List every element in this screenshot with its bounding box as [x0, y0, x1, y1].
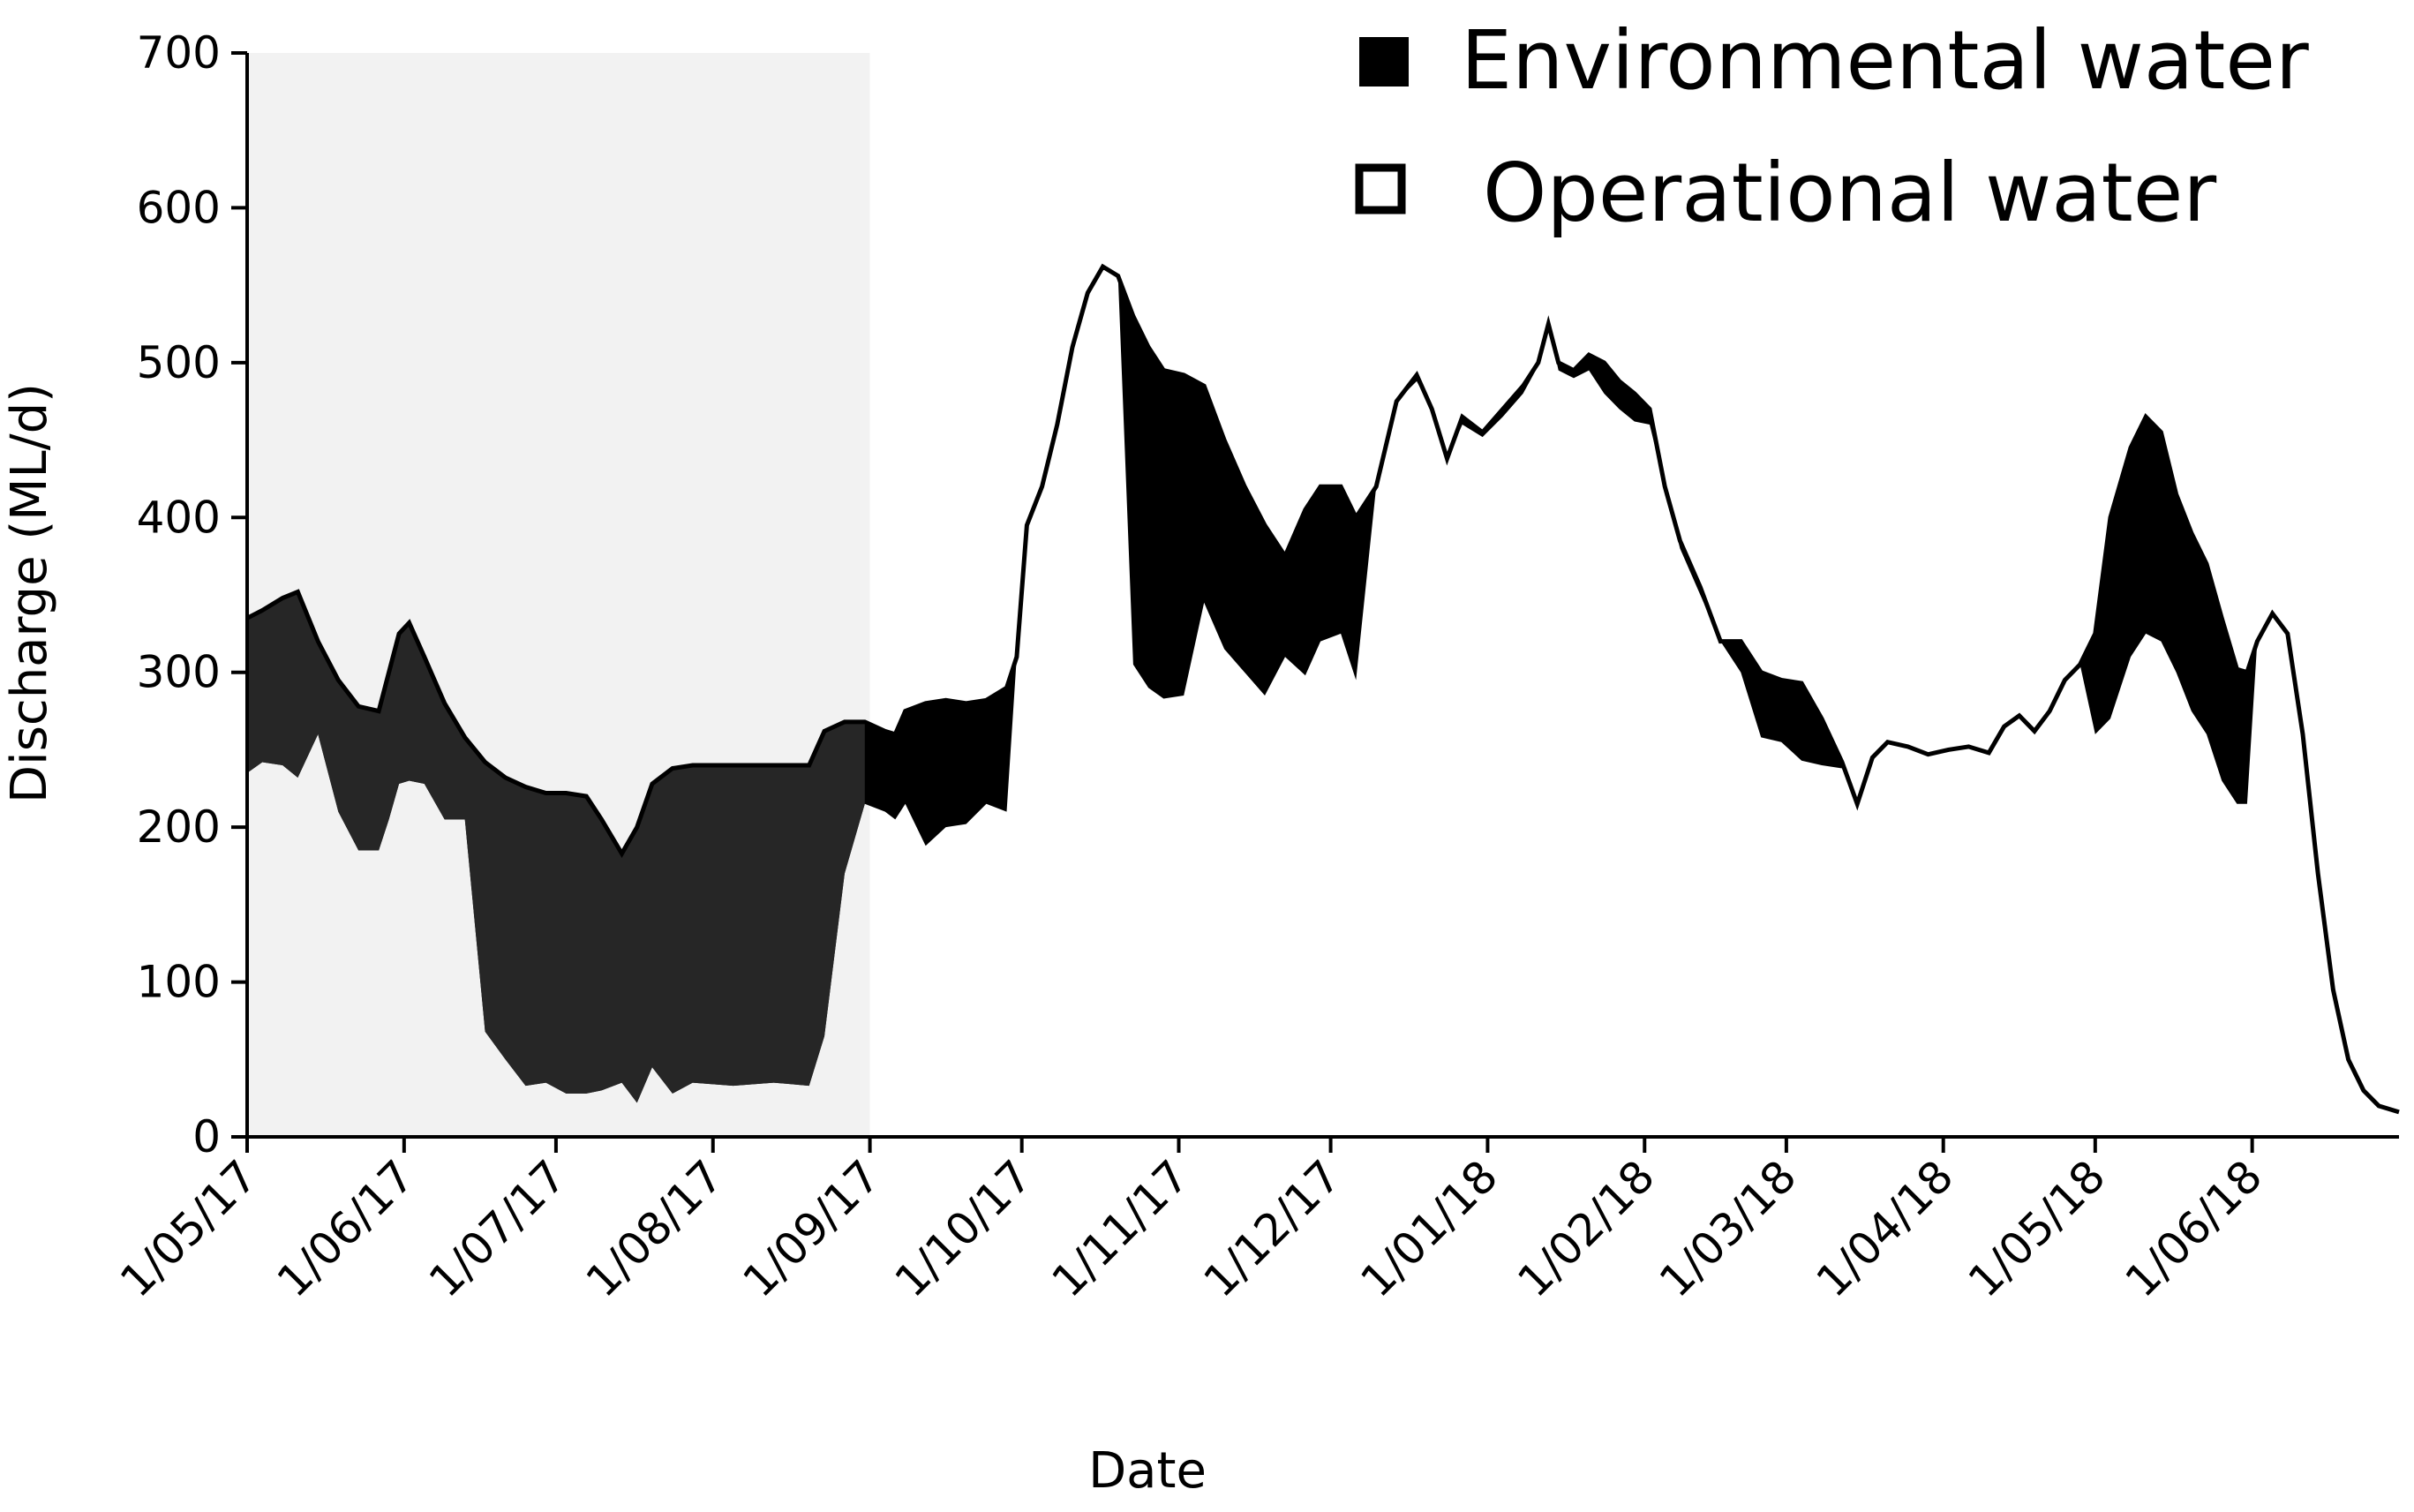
x-tick-label: 1/10/17: [885, 1150, 1042, 1306]
x-axis: 1/05/17 1/06/171/07/17 1/08/17 1/09/171/10/…: [110, 1135, 2399, 1307]
x-tick-label: 1/04/18: [1807, 1150, 1963, 1306]
y-tick-label: 200: [137, 801, 221, 853]
y-tick-label: 100: [137, 957, 221, 1008]
y-tick-label: 500: [137, 337, 221, 388]
x-tick-label: 1/01/18: [1351, 1150, 1508, 1306]
x-tick-label: 1/03/18: [1650, 1150, 1806, 1306]
legend: Environmental water Operational water: [1355, 13, 2309, 240]
x-tick-label: 1/02/18: [1508, 1150, 1664, 1306]
x-tick-label: 1/07/17: [419, 1150, 575, 1306]
x-tick-label: 1/06/17: [267, 1150, 424, 1306]
x-tick-label: 1/12/17: [1194, 1150, 1350, 1306]
y-axis: 0 100 200 300 400 500 600 700: [137, 27, 249, 1162]
legend-operational-swatch: [1355, 163, 1406, 214]
y-tick-label: 300: [137, 647, 221, 698]
x-tick-label: 1/08/17: [576, 1150, 733, 1306]
legend-environmental-label: Environmental water: [1461, 13, 2309, 108]
x-tick-label: 1/05/17: [110, 1150, 267, 1306]
legend-environmental-swatch: [1359, 37, 1409, 87]
total-discharge-line: [245, 263, 2400, 1115]
y-axis-title: Discharge (ML/d): [1, 383, 58, 803]
x-axis-title: Date: [1088, 1442, 1207, 1500]
y-tick-label: 0: [192, 1111, 221, 1162]
x-tick-label: 1/05/18: [1959, 1150, 2115, 1306]
y-tick-label: 700: [137, 27, 221, 79]
legend-operational-label: Operational water: [1483, 146, 2216, 240]
y-tick-label: 400: [137, 492, 221, 543]
x-tick-label: 1/06/18: [2116, 1150, 2272, 1306]
x-tick-label: 1/09/17: [733, 1150, 890, 1306]
y-tick-label: 600: [137, 182, 221, 233]
environmental-water-area-shaded-period: [247, 591, 865, 1103]
x-tick-label: 1/11/17: [1042, 1150, 1199, 1306]
